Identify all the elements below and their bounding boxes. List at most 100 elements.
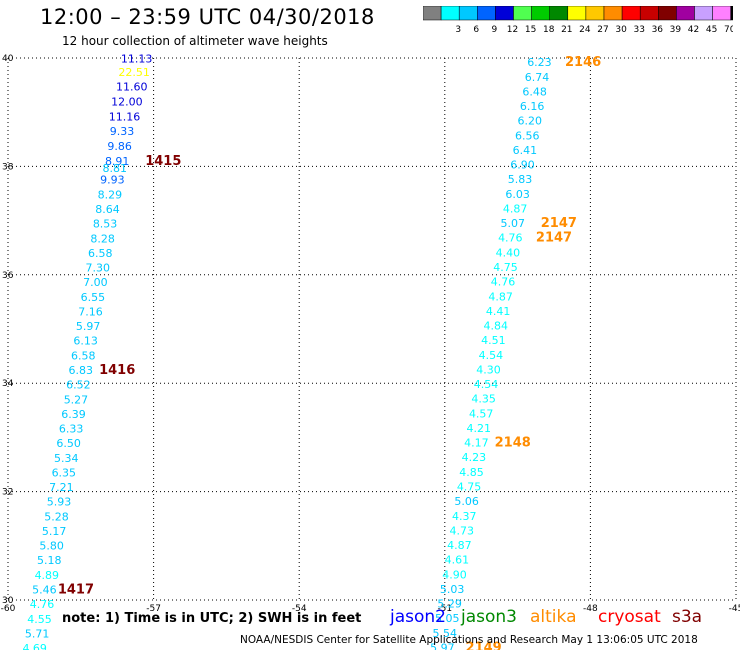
x-tick-label: -57 (146, 604, 161, 614)
time-label: 2146 (565, 55, 601, 70)
wave-height-label: 4.87 (503, 202, 528, 215)
wave-height-label: 6.03 (505, 188, 530, 201)
wave-height-label: 8.91 (105, 155, 130, 168)
satellite-label-jason3: jason3 (461, 607, 517, 627)
wave-height-label: 8.28 (90, 232, 115, 245)
wave-height-label: 7.16 (78, 305, 103, 318)
colorbar-label: 27 (597, 25, 608, 35)
satellite-label-altika: altika (530, 607, 577, 627)
y-tick-label: 40 (2, 54, 14, 64)
wave-height-label: 8.64 (95, 203, 120, 216)
wave-height-label: 22.51 (118, 66, 150, 79)
wave-height-label: 4.40 (496, 246, 521, 259)
wave-height-label: 5.07 (500, 217, 525, 230)
colorbar-label: 39 (670, 25, 682, 35)
footer-note: note: 1) Time is in UTC; 2) SWH is in fe… (62, 611, 362, 626)
wave-height-label: 4.37 (452, 510, 477, 523)
wave-height-label: 5.28 (44, 510, 69, 523)
wave-height-label: 6.56 (515, 129, 540, 142)
time-label: 1416 (99, 363, 135, 378)
wave-height-label: 4.23 (462, 451, 487, 464)
wave-height-label: 9.33 (110, 125, 135, 138)
wave-height-label: 4.35 (471, 393, 496, 406)
wave-height-label: 5.29 (437, 598, 462, 611)
wave-height-label: 4.69 (22, 642, 47, 650)
y-tick-label: 36 (2, 271, 14, 281)
colorbar-label: 15 (525, 25, 536, 35)
time-label: 2149 (466, 640, 502, 650)
wave-height-label: 5.83 (508, 173, 533, 186)
wave-height-label: 6.39 (61, 408, 86, 421)
colorbar-label: 18 (543, 25, 555, 35)
wave-height-label: 5.05 (435, 612, 460, 625)
wave-height-label: 6.16 (520, 100, 545, 113)
wave-height-label: 4.17 (464, 437, 489, 450)
wave-height-label: 5.34 (54, 452, 79, 465)
colorbar-label: 3 (455, 25, 461, 35)
time-label: 1417 (58, 582, 94, 597)
wave-height-label: 5.17 (42, 525, 67, 538)
wave-height-label: 4.75 (457, 481, 482, 494)
wave-height-label: 4.85 (459, 466, 484, 479)
colorbar-label: 9 (492, 25, 498, 35)
satellite-label-jason2: jason2 (390, 607, 446, 627)
colorbar-label: 33 (633, 25, 644, 35)
wave-height-label: 6.41 (513, 144, 538, 157)
colorbar-label: 6 (473, 25, 479, 35)
wave-height-label: 6.74 (525, 71, 550, 84)
wave-height-label: 4.41 (486, 305, 511, 318)
colorbar-label: 24 (579, 25, 591, 35)
wave-height-label: 4.89 (35, 569, 60, 582)
y-tick-label: 38 (2, 162, 14, 172)
wave-height-label: 5.27 (64, 393, 89, 406)
colorbar-label: 12 (507, 25, 518, 35)
wave-height-label: 4.21 (467, 422, 492, 435)
time-label: 2148 (495, 436, 531, 451)
y-tick-label: 30 (2, 596, 14, 606)
wave-height-label: 6.58 (71, 349, 96, 362)
wave-height-label: 6.23 (527, 56, 552, 69)
x-tick-label: -48 (583, 604, 598, 614)
colorbar-swatch (730, 6, 733, 21)
wave-height-label: 5.03 (440, 583, 465, 596)
wave-height-label: 5.93 (47, 496, 72, 509)
time-label: 1415 (145, 154, 181, 169)
colorbar-label: 36 (652, 25, 664, 35)
x-tick-label: -51 (437, 604, 452, 614)
wave-height-label: 4.55 (27, 613, 52, 626)
wave-height-label: 6.83 (69, 364, 94, 377)
satellite-label-cryosat: cryosat (598, 607, 661, 627)
wave-height-label: 4.76 (498, 232, 523, 245)
wave-height-label: 6.13 (73, 335, 98, 348)
colorbar-label: 70 (724, 25, 733, 35)
wave-height-label: 4.87 (488, 290, 513, 303)
wave-height-label: 7.30 (86, 262, 111, 275)
wave-height-label: 4.76 (491, 276, 516, 289)
wave-height-label: 6.48 (522, 85, 547, 98)
wave-height-label: 6.50 (56, 437, 81, 450)
wave-height-label: 4.84 (484, 320, 509, 333)
wave-height-label: 8.29 (98, 188, 123, 201)
wave-height-label: 4.54 (474, 378, 499, 391)
time-label: 2147 (541, 216, 577, 231)
wave-height-label: 7.00 (83, 276, 108, 289)
wave-height-label: 4.87 (447, 539, 472, 552)
wave-height-label: 5.06 (454, 495, 479, 508)
x-tick-label: -54 (292, 604, 307, 614)
credit-line: NOAA/NESDIS Center for Satellite Applica… (240, 634, 698, 646)
colorbar-label: 21 (561, 25, 572, 35)
page-subtitle: 12 hour collection of altimeter wave hei… (62, 34, 328, 48)
wave-height-label: 4.51 (481, 334, 506, 347)
wave-height-label: 5.97 (76, 320, 101, 333)
colorbar-label: 42 (688, 25, 699, 35)
wave-height-label: 4.73 (450, 524, 475, 537)
wave-height-label: 8.81 (103, 162, 128, 175)
wave-height-label: 6.58 (88, 247, 113, 260)
page-title: 12:00 – 23:59 UTC 04/30/2018 (40, 5, 375, 29)
wave-height-label: 9.93 (100, 174, 125, 187)
x-tick-label: -60 (1, 604, 16, 614)
wave-height-label: 6.20 (517, 115, 542, 128)
wave-height-label: 11.60 (116, 81, 148, 94)
